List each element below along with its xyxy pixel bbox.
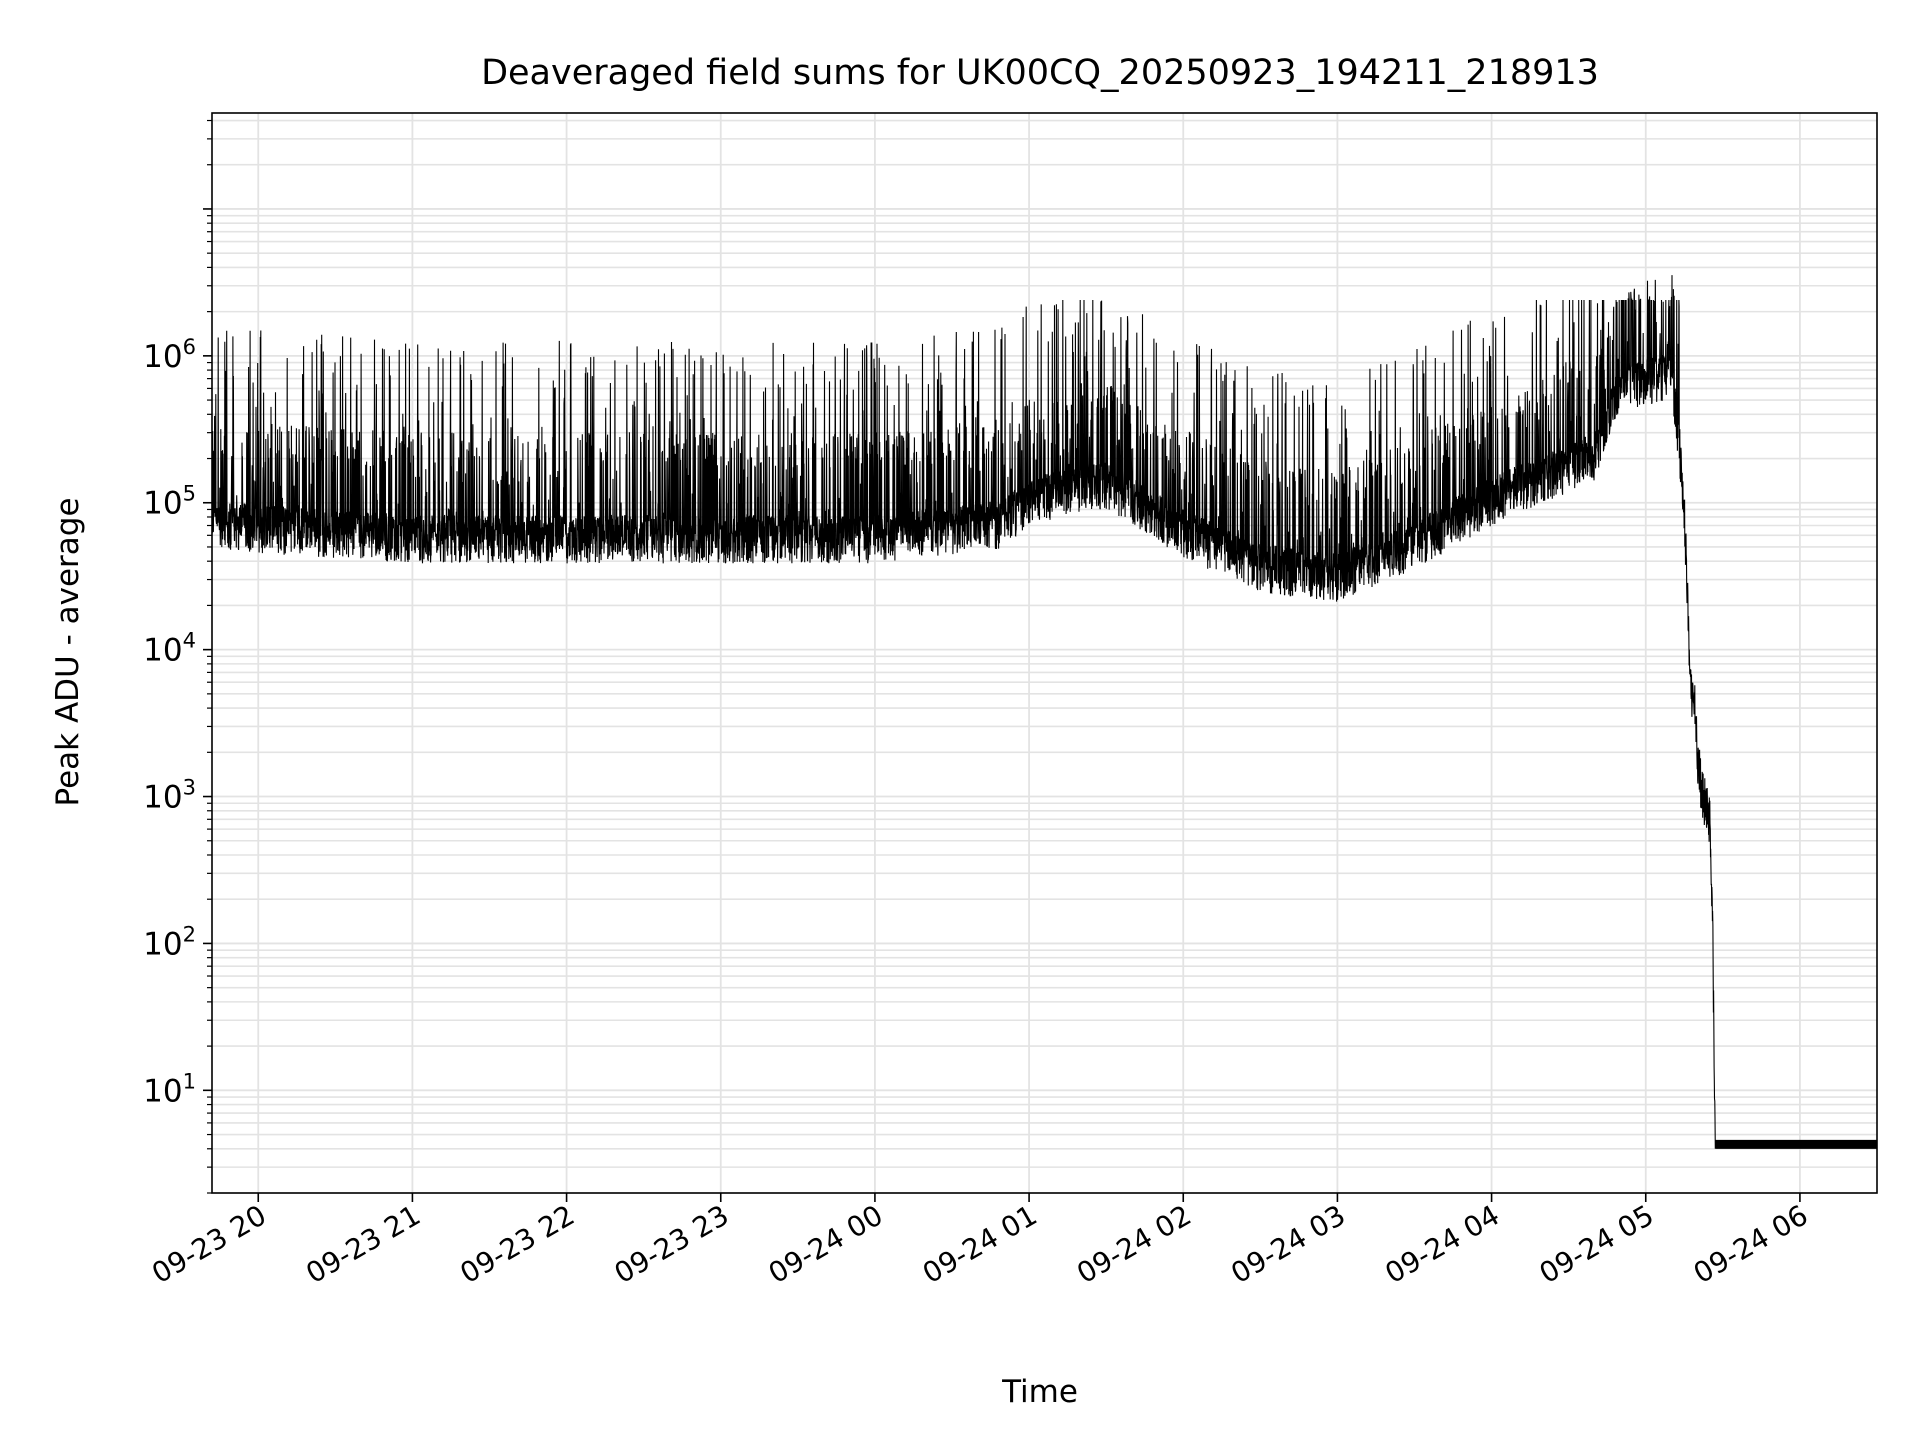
x-tick-label: 09-24 03 bbox=[1225, 1198, 1351, 1290]
series-layer bbox=[212, 275, 1877, 1149]
x-axis-label: Time bbox=[1001, 1374, 1078, 1410]
x-tick-label: 09-23 22 bbox=[455, 1198, 581, 1290]
y-tick-label: 104 bbox=[143, 629, 196, 669]
plot-frame bbox=[211, 112, 1878, 1194]
tick-layer: 09-23 20 09-23 21 09-23 22 09-23 23 09-24 00… bbox=[143, 119, 1814, 1290]
y-tick-label: 103 bbox=[143, 776, 196, 816]
x-tick-label: 09-24 01 bbox=[917, 1198, 1043, 1290]
x-tick-label: 09-23 23 bbox=[609, 1198, 735, 1290]
y-tick-label: 102 bbox=[143, 922, 196, 962]
chart-title: Deaveraged field sums for UK00CQ_2025092… bbox=[481, 53, 1599, 93]
x-tick-label: 09-24 02 bbox=[1071, 1198, 1197, 1290]
y-tick-label: 105 bbox=[143, 482, 196, 522]
grid-lines bbox=[212, 113, 1877, 1194]
y-axis-label: Peak ADU - average bbox=[50, 497, 86, 806]
x-tick-label: 09-23 21 bbox=[300, 1198, 426, 1290]
x-tick-label: 09-24 05 bbox=[1534, 1198, 1660, 1290]
x-tick-label: 09-24 00 bbox=[763, 1198, 889, 1290]
x-tick-label: 09-24 06 bbox=[1688, 1198, 1814, 1290]
series-line bbox=[212, 275, 1877, 1149]
y-tick-label: 106 bbox=[143, 335, 196, 375]
y-tick-label: 101 bbox=[143, 1069, 196, 1109]
x-tick-label: 09-24 04 bbox=[1380, 1198, 1506, 1290]
x-tick-label: 09-23 20 bbox=[146, 1198, 272, 1290]
